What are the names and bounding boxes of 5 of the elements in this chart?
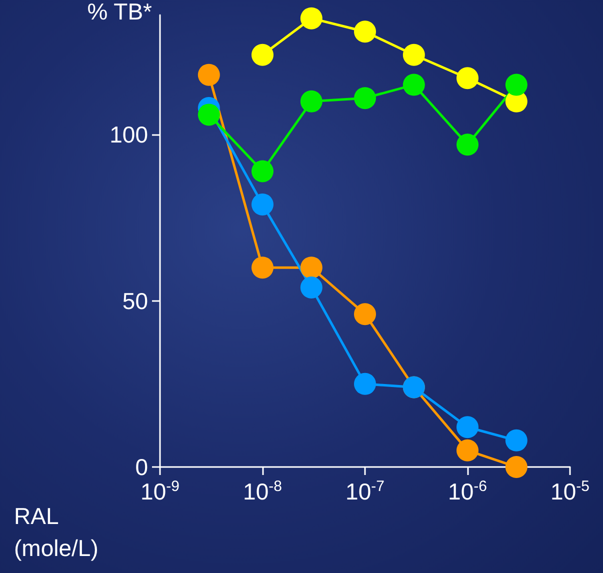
y-axis-title: % TB* [87, 0, 152, 24]
y-tick-label: 0 [135, 454, 148, 480]
y-tick-label: 100 [110, 122, 148, 148]
y-tick-label: 50 [122, 288, 148, 314]
x-axis-title: RAL (mole/L) [14, 503, 98, 561]
